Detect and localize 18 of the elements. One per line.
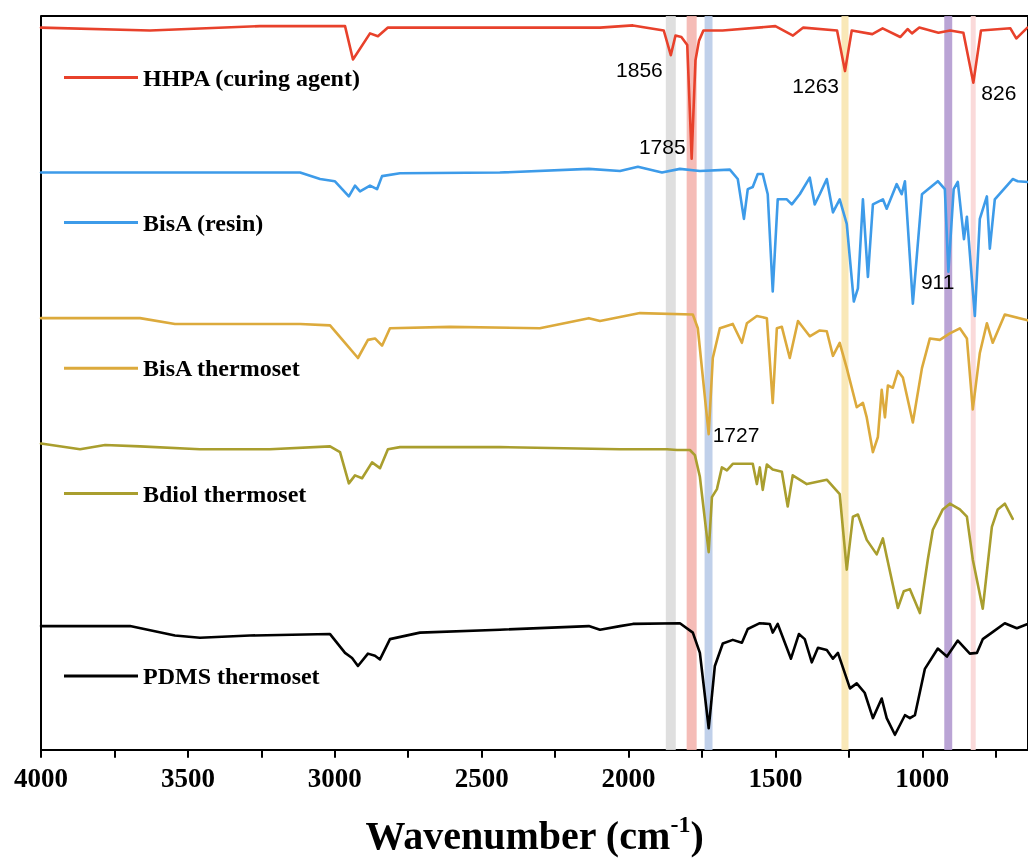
x-tick-label: 1500 (748, 762, 803, 793)
annotation: 1785 (638, 135, 686, 159)
legend-label: PDMS thermoset (143, 663, 320, 690)
legend-label: BisA thermoset (143, 355, 300, 382)
x-tick-label: 1000 (895, 762, 950, 793)
x-tick-label: 3500 (160, 762, 215, 793)
legend-label: Bdiol thermoset (143, 480, 307, 507)
legend-label: HHPA (curing agent) (143, 64, 360, 91)
x-tick-label: 4000 (14, 762, 68, 793)
annotation: 1856 (616, 57, 663, 81)
annotation: 911 (920, 270, 955, 294)
annotation: 826 (981, 81, 1017, 105)
annotation: 1727 (712, 422, 760, 446)
annotation: 1263 (792, 73, 839, 97)
x-tick-label: 3000 (307, 762, 362, 793)
x-tick-label: 2500 (454, 762, 509, 793)
legend-label: BisA (resin) (143, 209, 264, 236)
x-tick-label: 2000 (601, 762, 656, 793)
